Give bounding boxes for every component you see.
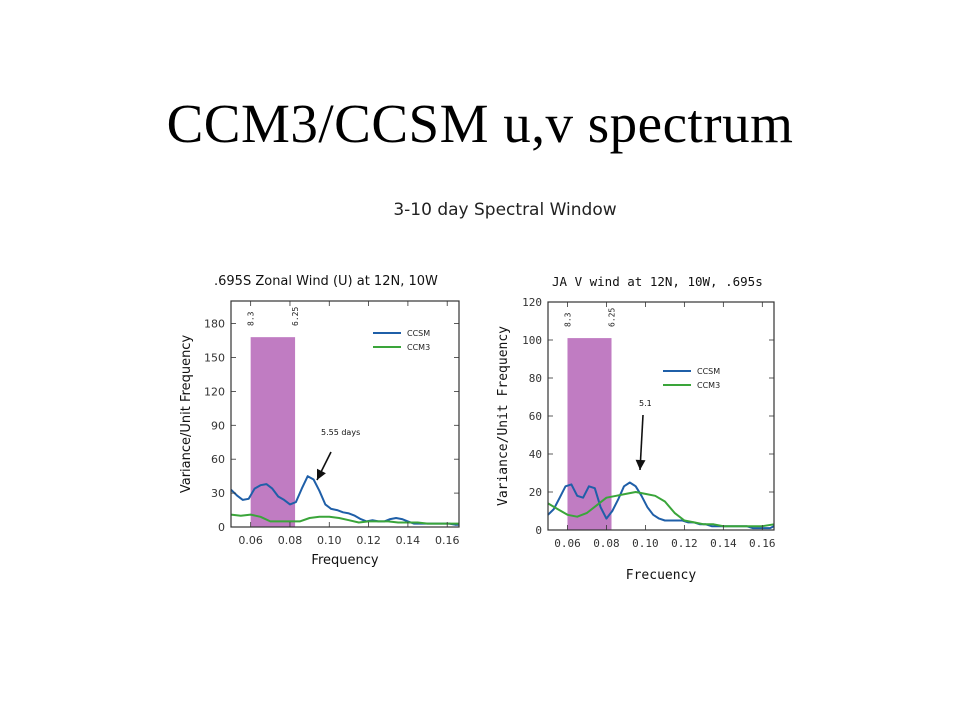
x-axis-label: Frecuency: [626, 568, 697, 583]
x-tick-label: 0.10: [632, 537, 659, 550]
chart-title: .695S Zonal Wind (U) at 12N, 10W: [214, 274, 438, 289]
y-tick-label: 150: [204, 352, 225, 365]
y-axis-label: Variance/Unit Frequency: [496, 326, 511, 506]
zonal-wind-chart: .695S Zonal Wind (U) at 12N, 10W 8.3 6.25 0…: [179, 274, 460, 568]
spectral-window-band: [567, 338, 612, 530]
annotation-arrowhead: [635, 459, 646, 470]
series-line-ccm3: [230, 513, 459, 525]
chart-title: JA V wind at 12N, 10W, .695s: [552, 274, 763, 289]
y-axis-label: Variance/Unit Frequency: [179, 335, 194, 494]
x-tick-label: 0.12: [356, 534, 381, 547]
band-label-left: 8.3: [563, 312, 572, 327]
band-label-right: 6.25: [608, 308, 617, 327]
series-line-ccm3: [547, 491, 775, 528]
x-tick-label: 0.16: [435, 534, 460, 547]
slide-title: CCM3/CCSM u,v spectrum: [166, 93, 794, 154]
y-tick-label: 120: [204, 385, 225, 398]
band-label-left: 8.3: [247, 311, 256, 326]
legend-label-ccsm: CCSM: [407, 329, 430, 338]
y-tick-label: 90: [211, 419, 225, 432]
meridional-wind-chart: JA V wind at 12N, 10W, .695s 8.3 6.25 0 20 40…: [496, 274, 776, 583]
x-tick-label: 0.10: [317, 534, 342, 547]
x-tick-label: 0.06: [238, 534, 263, 547]
legend-label-ccm3: CCM3: [697, 381, 720, 390]
x-tick-label: 0.08: [278, 534, 303, 547]
y-tick-label: 180: [204, 318, 225, 331]
figure-title: 3-10 day Spectral Window: [393, 200, 617, 220]
x-tick-label: 0.14: [396, 534, 421, 547]
x-tick-label: 0.12: [671, 537, 698, 550]
spectral-window-band: [250, 337, 296, 527]
plot-frame: [230, 300, 460, 528]
y-tick-label: 60: [529, 410, 542, 423]
y-tick-label: 80: [529, 372, 542, 385]
annotation-label: 5.55 days: [321, 428, 360, 437]
y-tick-label: 100: [522, 334, 542, 347]
x-tick-label: 0.08: [593, 537, 620, 550]
legend-label-ccsm: CCSM: [697, 367, 720, 376]
y-tick-label: 60: [211, 453, 225, 466]
y-tick-label: 40: [529, 448, 542, 461]
x-tick-label: 0.14: [710, 537, 737, 550]
x-tick-label: 0.16: [749, 537, 776, 550]
legend-label-ccm3: CCM3: [407, 343, 430, 352]
y-tick-label: 120: [522, 296, 542, 309]
x-axis-label: Frequency: [311, 553, 378, 568]
annotation-arrowhead: [317, 468, 326, 480]
x-tick-label: 0.06: [554, 537, 581, 550]
y-tick-label: 30: [211, 487, 225, 500]
y-tick-label: 20: [529, 486, 542, 499]
band-label-right: 6.25: [291, 307, 300, 326]
annotation-label: 5.1: [639, 399, 652, 408]
y-tick-label: 0: [535, 524, 542, 537]
y-tick-label: 0: [218, 521, 225, 534]
